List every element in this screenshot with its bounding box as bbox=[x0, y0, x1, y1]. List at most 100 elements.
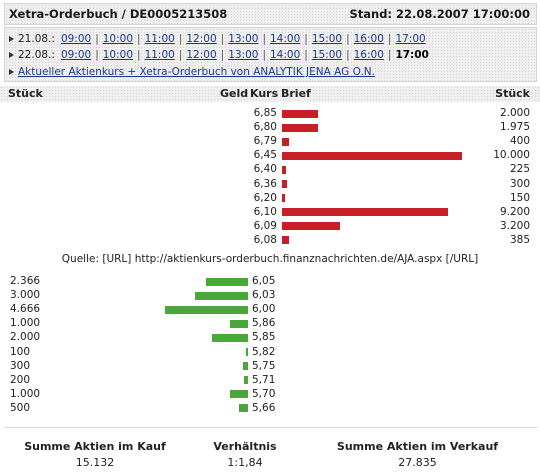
ask-volume-bar bbox=[282, 180, 288, 188]
bid-volume-bar bbox=[230, 319, 248, 328]
ask-price: 6,09 bbox=[253, 219, 277, 232]
time-link[interactable]: 09:00 bbox=[60, 49, 92, 61]
summary-ratio-label: Verhältnis bbox=[213, 440, 277, 453]
ask-volume-bar bbox=[282, 123, 318, 132]
bid-volume-bar bbox=[242, 362, 248, 371]
ask-volume: 400 bbox=[509, 135, 530, 148]
bid-price: 5,70 bbox=[252, 387, 276, 400]
source-line: Quelle: [URL] http://aktienkurs-orderbuc… bbox=[61, 253, 479, 265]
bid-volume-bar bbox=[205, 277, 248, 286]
time-link[interactable]: 11:00 bbox=[144, 49, 175, 61]
bid-price: 5,75 bbox=[252, 359, 276, 372]
bid-volume: 2.000 bbox=[10, 331, 41, 344]
time-link[interactable]: 13:00 bbox=[228, 49, 259, 61]
header-geld: Geld bbox=[220, 87, 249, 100]
time-link[interactable]: 14:00 bbox=[270, 49, 301, 61]
summary-buy-label: Summe Aktien im Kauf bbox=[24, 440, 166, 453]
time-link[interactable]: 10:00 bbox=[102, 49, 134, 61]
summary-sell-label: Summe Aktien im Verkauf bbox=[336, 440, 499, 453]
ask-price: 6,36 bbox=[253, 177, 277, 190]
bid-volume: 2.366 bbox=[10, 275, 41, 287]
time-link[interactable]: 12:00 bbox=[186, 33, 217, 45]
ask-volume-bar bbox=[282, 194, 285, 203]
time-link[interactable]: 12:00 bbox=[186, 49, 217, 61]
nav-date: 21.08.: bbox=[18, 33, 55, 45]
nav-separator: | bbox=[387, 33, 392, 45]
nav-separator: | bbox=[137, 33, 141, 45]
time-link[interactable]: 15:00 bbox=[311, 33, 343, 45]
bid-volume-bar bbox=[230, 390, 248, 399]
nav-separator: | bbox=[346, 49, 350, 61]
timestamp: Stand: 22.08.2007 17:00:00 bbox=[349, 7, 530, 21]
ask-volume-bar bbox=[282, 222, 340, 231]
column-header: Stück Geld Kurs Brief Stück bbox=[0, 86, 540, 102]
ask-price: 6,08 bbox=[253, 233, 277, 246]
nav-row-link: Aktueller Aktienkurs + Xetra-Orderbuch v… bbox=[9, 65, 375, 79]
bid-volume-bar bbox=[212, 333, 248, 342]
summary-buy-value: 15.132 bbox=[75, 456, 115, 469]
current-time: 17:00 bbox=[395, 49, 429, 61]
bid-volume-bar bbox=[165, 305, 248, 314]
nav-separator: | bbox=[304, 33, 308, 45]
ask-price: 6,10 bbox=[253, 205, 277, 218]
bid-volume: 4.666 bbox=[10, 303, 41, 316]
ask-volume-bar bbox=[282, 109, 318, 118]
summary-buy: Summe Aktien im Kauf 15.132 bbox=[20, 440, 170, 469]
nav-separator: | bbox=[262, 33, 266, 45]
time-link[interactable]: 10:00 bbox=[102, 33, 134, 45]
summary-ratio-value: 1:1,84 bbox=[227, 456, 263, 469]
ask-volume-bar bbox=[282, 208, 448, 217]
page-title: Xetra-Orderbuch / DE0005213508 bbox=[9, 7, 228, 21]
bid-volume-bar bbox=[246, 348, 248, 356]
nav-date: 22.08.: bbox=[18, 49, 55, 61]
divider bbox=[4, 427, 537, 428]
time-link[interactable]: 14:00 bbox=[270, 33, 301, 45]
ask-volume: 2.000 bbox=[499, 107, 530, 119]
ask-volume: 150 bbox=[509, 191, 530, 204]
nav-separator: | bbox=[262, 49, 266, 61]
bid-price: 5,71 bbox=[252, 373, 276, 386]
ask-price: 6,80 bbox=[253, 121, 277, 134]
nav-separator: | bbox=[220, 33, 225, 45]
title-bar: Xetra-Orderbuch / DE0005213508 Stand: 22… bbox=[4, 3, 537, 25]
nav-separator: | bbox=[387, 49, 392, 61]
nav-separator: | bbox=[178, 49, 183, 61]
nav-separator: | bbox=[346, 33, 350, 45]
bid-price: 5,86 bbox=[252, 317, 276, 330]
time-link[interactable]: 13:00 bbox=[228, 33, 259, 45]
nav-row-day1: 21.08.: 09:00 | 10:00 | 11:00 | 12:00 | 13:00 | 14:… bbox=[9, 32, 426, 46]
summary-sell-value: 27.835 bbox=[398, 456, 437, 469]
header-stueck-right: Stück bbox=[495, 87, 530, 100]
time-link[interactable]: 09:00 bbox=[60, 33, 92, 45]
time-link[interactable]: 15:00 bbox=[311, 49, 343, 61]
ask-price: 6,79 bbox=[253, 135, 277, 148]
time-link[interactable]: 16:00 bbox=[353, 33, 384, 45]
nav-separator: | bbox=[220, 49, 225, 61]
ask-price: 6,85 bbox=[253, 107, 277, 119]
time-link[interactable]: 11:00 bbox=[144, 33, 175, 45]
time-link[interactable]: 16:00 bbox=[353, 49, 384, 61]
ask-price: 6,40 bbox=[253, 163, 277, 176]
header-brief: Brief bbox=[281, 87, 311, 100]
ask-volume-bar bbox=[282, 236, 289, 245]
header-kurs: Kurs bbox=[250, 87, 279, 100]
bid-price: 5,66 bbox=[252, 401, 276, 414]
nav-separator: | bbox=[95, 49, 99, 61]
time-link[interactable]: 17:00 bbox=[395, 33, 426, 45]
bid-price: 6,00 bbox=[252, 303, 276, 316]
summary-ratio: Verhältnis 1:1,84 bbox=[200, 440, 290, 469]
ask-volume-bar bbox=[282, 151, 462, 160]
nav-separator: | bbox=[178, 33, 183, 45]
current-quote-link[interactable]: Aktueller Aktienkurs + Xetra-Orderbuch v… bbox=[18, 66, 375, 78]
ask-volume: 3.200 bbox=[499, 219, 530, 232]
triangle-right-icon bbox=[9, 36, 14, 42]
ask-volume: 9.200 bbox=[499, 205, 530, 218]
bid-price: 5,85 bbox=[252, 331, 276, 344]
bid-price: 6,03 bbox=[252, 289, 276, 302]
bid-volume: 500 bbox=[10, 401, 31, 414]
bid-volume-bar bbox=[239, 404, 248, 413]
ask-volume: 10.000 bbox=[493, 149, 530, 162]
bid-price: 6,05 bbox=[252, 275, 276, 287]
nav-separator: | bbox=[95, 33, 99, 45]
bid-volume: 1.000 bbox=[10, 317, 41, 330]
